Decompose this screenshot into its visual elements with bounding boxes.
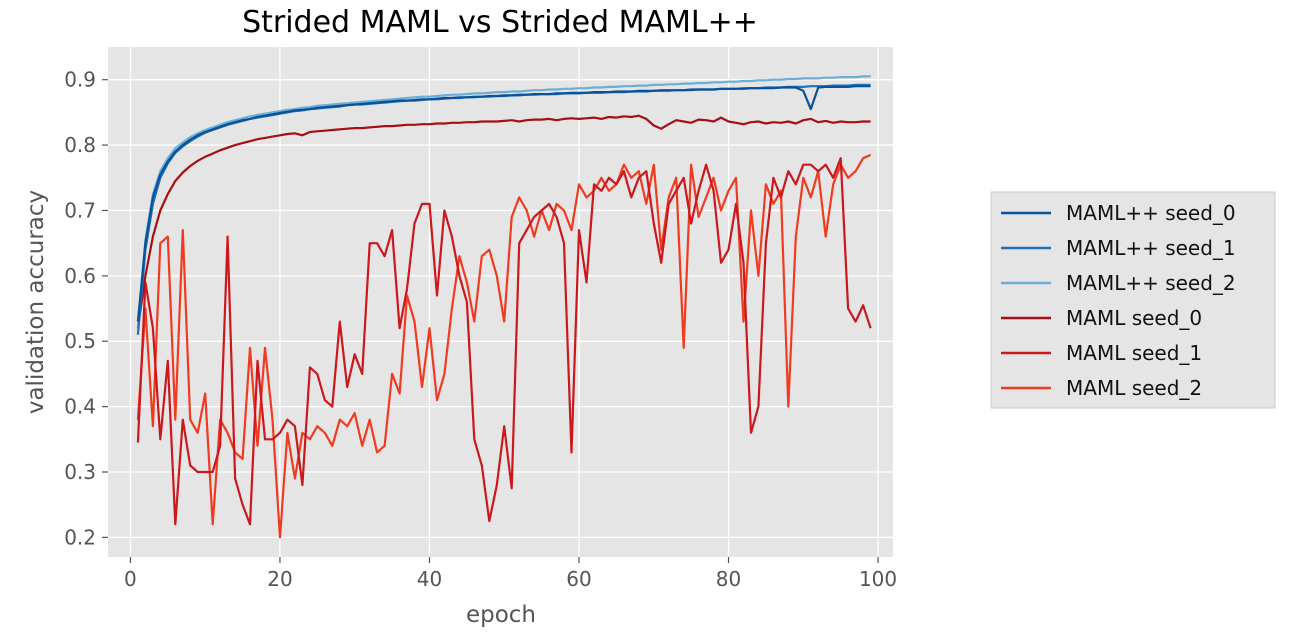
legend-label: MAML++ seed_0 [1066, 201, 1236, 225]
y-axis-label: validation accuracy [23, 190, 49, 414]
legend-label: MAML seed_0 [1066, 306, 1202, 330]
x-axis: 0 20 40 60 80 100 [124, 557, 897, 591]
legend-label: MAML seed_2 [1066, 376, 1202, 400]
y-tick-label: 0.9 [64, 68, 96, 92]
x-tick-label: 100 [859, 567, 897, 591]
x-tick-label: 0 [124, 567, 137, 591]
series-line-maml-seed-0 [136, 114, 871, 329]
x-tick-label: 80 [716, 567, 741, 591]
y-tick-label: 0.3 [64, 460, 96, 484]
x-axis-label: epoch [466, 602, 536, 628]
chart-title: Strided MAML vs Strided MAML++ [242, 5, 758, 40]
y-tick-label: 0.5 [64, 329, 96, 353]
legend-label: MAML seed_1 [1066, 341, 1202, 365]
legend-label: MAML++ seed_2 [1066, 271, 1236, 295]
x-tick-label: 40 [417, 567, 442, 591]
x-tick-label: 60 [566, 567, 591, 591]
legend-label: MAML++ seed_1 [1066, 236, 1236, 260]
y-tick-label: 0.8 [64, 133, 96, 157]
y-tick-label: 0.4 [64, 395, 96, 419]
y-axis: 0.2 0.3 0.4 0.5 0.6 0.7 0.8 0.9 [64, 68, 108, 549]
series-line-maml-seed-2 [136, 153, 872, 539]
series-line-maml-pp-seed-0 [136, 85, 871, 322]
series-lines [136, 75, 872, 539]
y-tick-label: 0.6 [64, 264, 96, 288]
x-tick-label: 20 [267, 567, 292, 591]
series-line-maml-pp-seed-2 [136, 75, 871, 329]
y-tick-label: 0.7 [64, 198, 96, 222]
legend: MAML++ seed_0 MAML++ seed_1 MAML++ seed_2 M… [990, 191, 1276, 409]
legend-box [990, 191, 1276, 409]
series-line-maml-seed-1 [136, 157, 872, 526]
y-tick-label: 0.2 [64, 525, 96, 549]
